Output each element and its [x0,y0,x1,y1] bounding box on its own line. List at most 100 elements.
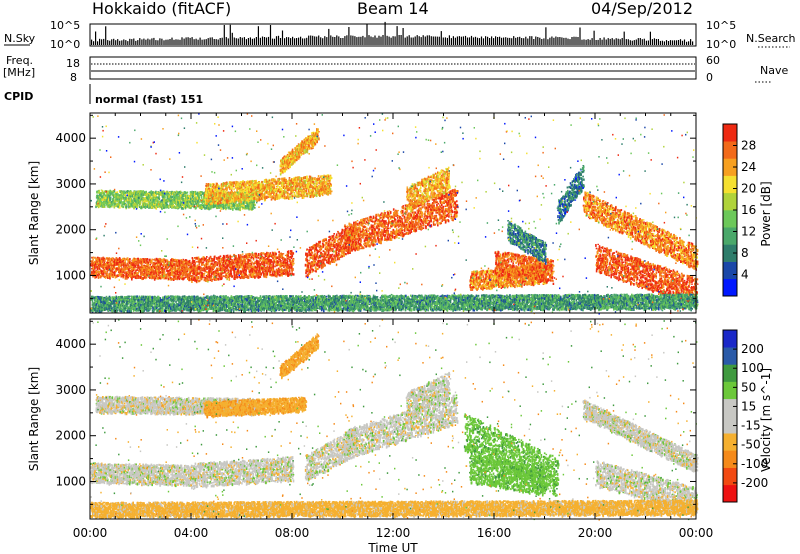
nsky-bar [507,38,508,45]
nsky-bar [565,38,566,45]
range-gate [148,260,150,262]
nsky-bar [491,36,492,45]
nsky-tick-top: 10^5 [50,19,80,32]
nsky-bar [95,32,96,46]
nsky-bar [324,36,325,45]
range-gate [207,262,209,265]
nsky-bar [453,36,454,45]
nsky-bar [477,38,478,45]
nsky-bar [427,35,428,45]
nsky-bar [666,40,667,45]
range-gate [97,257,99,259]
nsky-bar [372,37,373,45]
range-gate [234,265,236,267]
range-gate [255,269,257,271]
nsky-bar [286,37,287,45]
nsky-label: N.Sky [4,32,36,45]
range-gate [155,272,157,275]
nsky-bar [413,38,414,46]
nsky-bar [690,39,691,45]
nsky-bar [137,40,138,45]
nsky-bar [676,40,677,45]
nsky-bar [433,37,434,46]
nsky-bar [435,37,436,46]
range-gate [241,256,243,258]
nsky-bar [451,38,452,45]
range-gate [211,279,213,282]
range-gate [207,277,209,280]
range-gate [231,256,233,258]
nsky-bar [190,38,191,45]
nsky-bar [652,39,653,45]
nsky-bar [135,41,136,45]
date-title: 04/Sep/2012 [591,0,693,18]
nsky-panel: N.Sky 10^5 10^0 10^5 10^0 N.Search [4,19,796,51]
nsky-bar [240,37,241,45]
nsky-bar [342,38,343,45]
range-gate [236,259,238,260]
nsky-bar [489,38,490,45]
nsky-bar [202,40,203,45]
nsky-bar [662,41,663,45]
range-gate [151,274,153,276]
range-gate [192,257,194,259]
nsky-bar [312,36,313,45]
nsky-bar [592,38,593,45]
nsky-bar [220,38,221,45]
nsky-bar [670,40,671,45]
range-gate [201,272,203,275]
range-gate [126,275,128,277]
nsky-bar [288,37,289,45]
nsky-bar [304,38,305,45]
nsky-bar [308,36,309,45]
range-gate [137,275,139,277]
nsky-bar [133,39,134,46]
nsky-bar [155,40,156,45]
nsky-bar [527,39,528,46]
nsky-bar [646,41,647,45]
nsky-bar [97,41,98,45]
nsky-bar [642,39,643,45]
nsky-bar [254,38,255,45]
nsky-bar [547,39,548,45]
nsky-bar [186,37,187,45]
nsky-bar [596,40,597,45]
nsky-bar [688,41,689,45]
range-gate [234,277,236,279]
nsky-bar [352,36,353,45]
range-gate [179,278,181,280]
nsky-bar [123,39,124,45]
range-gate [151,261,153,264]
range-gate [255,253,257,255]
range-gate [231,273,233,276]
nsky-bar [660,41,661,45]
nsky-bar [340,38,341,45]
nsky-bar [441,31,442,45]
cpid-value: normal (fast) 151 [95,93,203,106]
nsky-bar [346,35,347,45]
range-gate [248,256,250,258]
nsky-bar [535,37,536,46]
range-gate [220,261,222,263]
range-gate [211,260,213,261]
nsky-bar [563,38,564,45]
nsky-bar [588,39,589,45]
nsky-bar [640,38,641,45]
range-gate [147,272,149,274]
nsky-bar [99,39,100,45]
nsky-bar [577,37,578,45]
nsky-bar [437,37,438,45]
range-gate [161,263,163,265]
nsky-bar [380,37,381,45]
nsky-bar [216,39,217,45]
range-gate [229,278,231,281]
nsky-bar [350,35,351,45]
range-gate [176,259,178,260]
nsky-bar [284,38,285,45]
nsky-bar [252,39,253,45]
beam-title: Beam 14 [357,0,429,18]
range-gate [264,257,266,259]
nsky-bar [439,37,440,45]
nsky-right-tick-bottom: 10^0 [706,38,736,51]
nsky-bar [385,22,386,45]
